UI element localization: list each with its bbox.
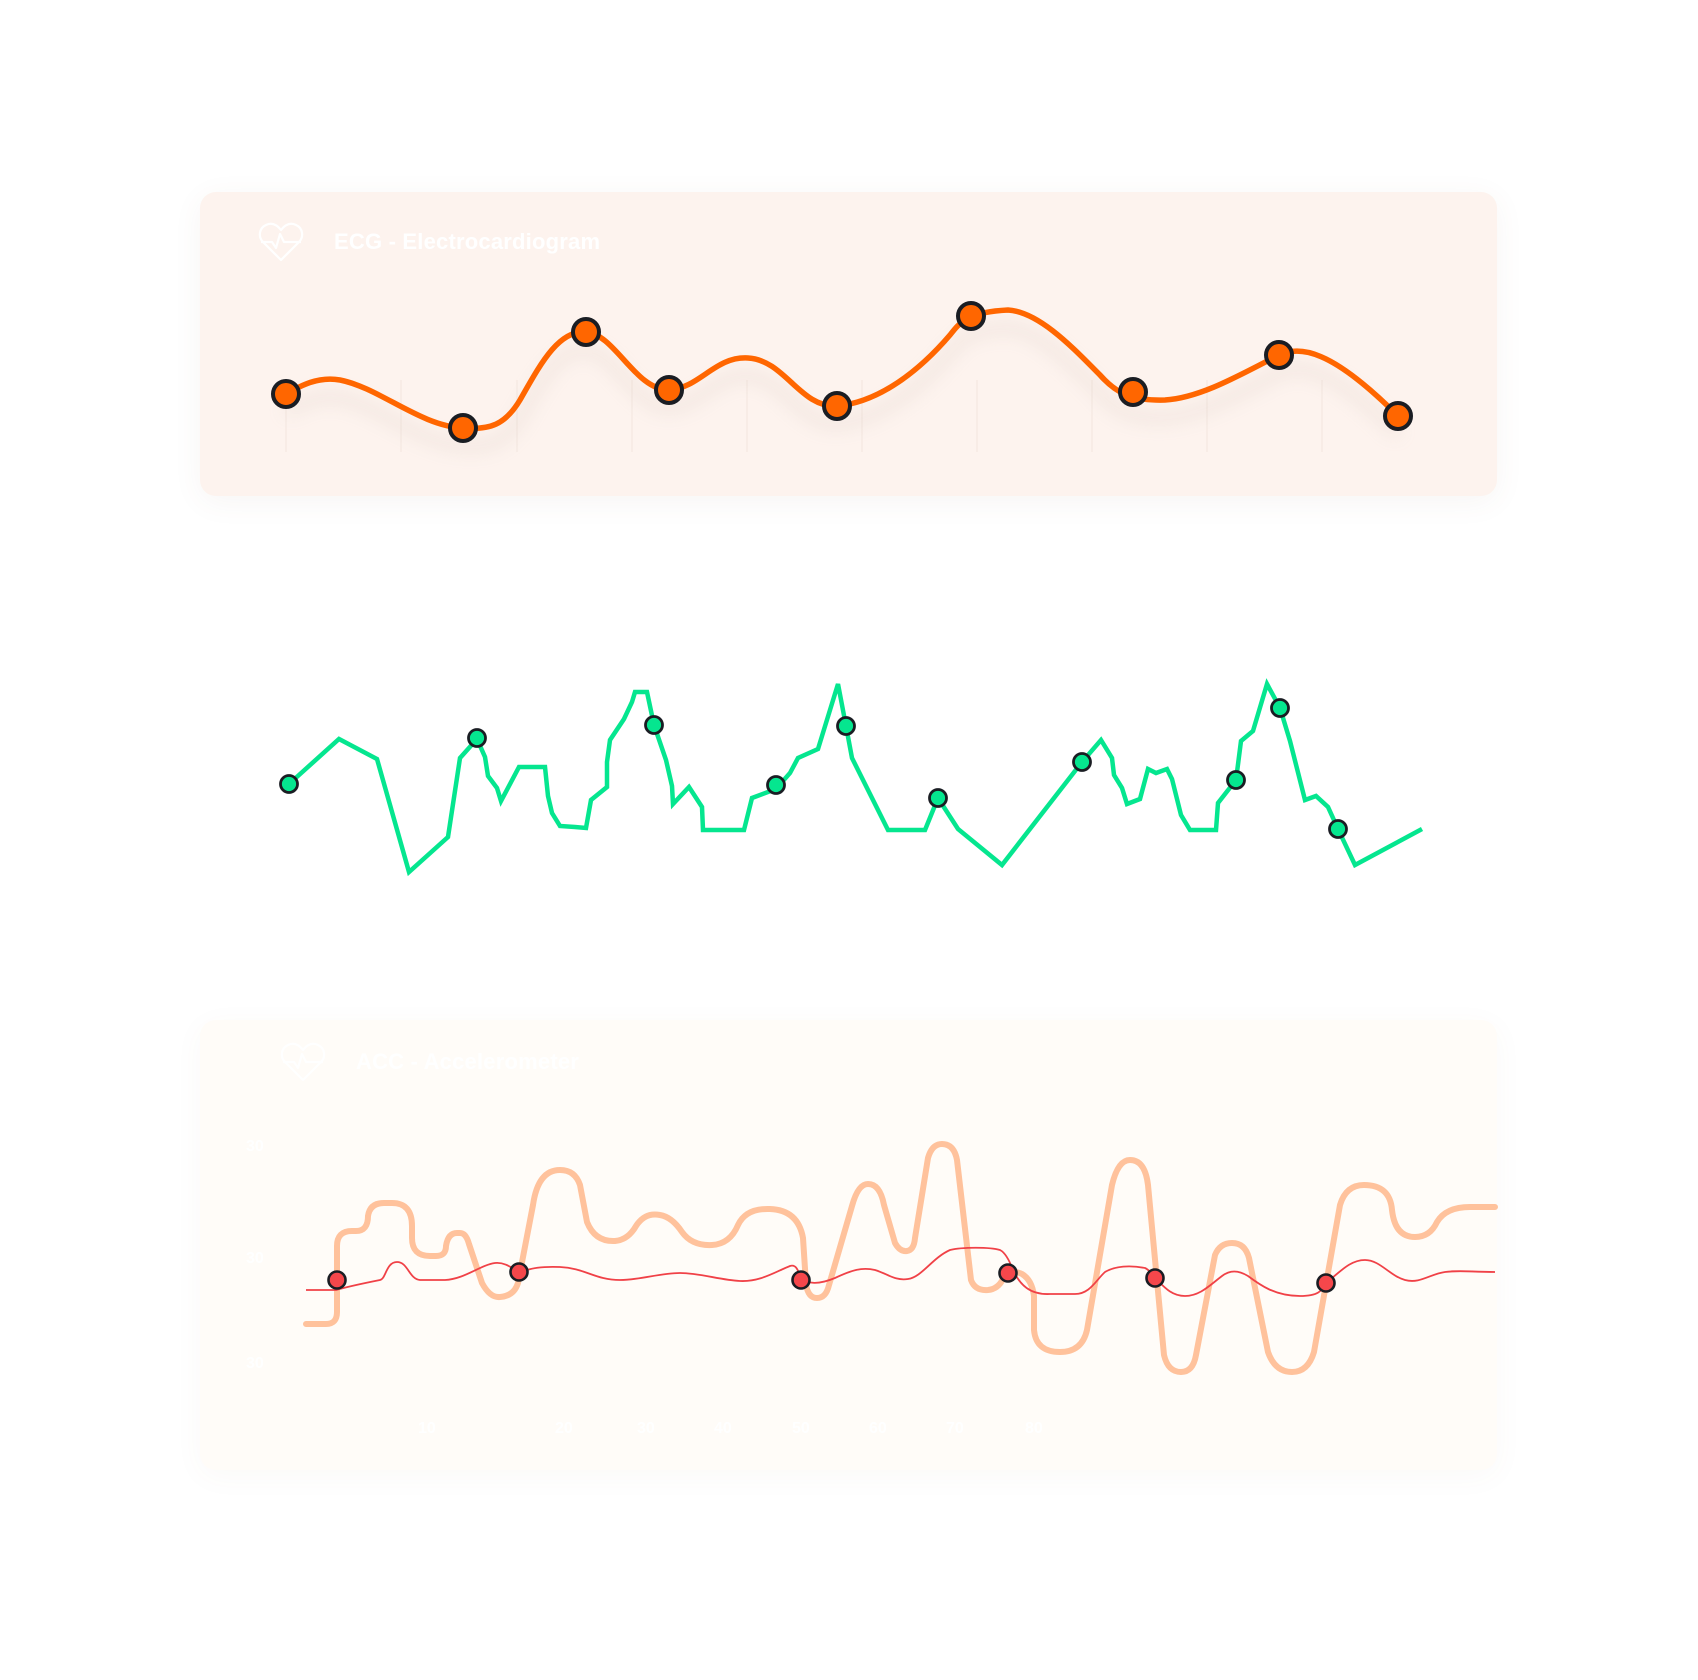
signal-data-point[interactable] (766, 775, 786, 795)
acc-data-point[interactable] (998, 1263, 1018, 1283)
x-axis-tick: 30 (637, 1420, 655, 1437)
ecg-gridlines (285, 380, 1323, 452)
ecg-data-point[interactable] (1118, 377, 1148, 407)
ecg-data-point[interactable] (822, 391, 852, 421)
acc-primary-line (303, 1141, 1498, 1375)
signal-data-point[interactable] (836, 716, 856, 736)
x-axis-tick: 70 (946, 1420, 964, 1437)
y-axis-tick: 30 (246, 1355, 264, 1372)
signal-data-point[interactable] (1072, 752, 1092, 772)
x-axis-tick: 80 (1025, 1420, 1043, 1437)
ecg-line (283, 307, 1401, 432)
x-axis-tick: 20 (555, 1420, 573, 1437)
x-axis-tick: 50 (792, 1420, 810, 1437)
signal-data-point[interactable] (1328, 819, 1348, 839)
acc-card: ACC - Accelerometer 30 30 30 10 20 30 40… (200, 1020, 1497, 1470)
signal-data-point[interactable] (279, 774, 299, 794)
y-axis-tick: 30 (246, 1138, 264, 1155)
ecg-data-point[interactable] (956, 301, 986, 331)
acc-card-title: ACC - Accelerometer (356, 1049, 580, 1074)
ecg-data-point[interactable] (654, 375, 684, 405)
acc-data-point[interactable] (509, 1262, 529, 1282)
y-axis-tick: 30 (246, 1250, 264, 1267)
ecg-data-point[interactable] (271, 379, 301, 409)
signal-line (287, 678, 1424, 877)
signal-series (279, 678, 1424, 877)
signal-data-point[interactable] (467, 728, 487, 748)
ecg-series (271, 301, 1413, 450)
x-axis-tick: 10 (418, 1420, 436, 1437)
acc-card-header: ACC - Accelerometer (280, 1042, 579, 1082)
heart-pulse-icon (280, 1042, 326, 1082)
acc-secondary-series (306, 1246, 1496, 1297)
heart-pulse-icon (258, 222, 304, 262)
signal-data-point[interactable] (928, 788, 948, 808)
ecg-data-point[interactable] (448, 413, 478, 443)
acc-data-point[interactable] (327, 1270, 347, 1290)
ecg-data-point[interactable] (1264, 340, 1294, 370)
x-axis-tick: 40 (714, 1420, 732, 1437)
ecg-line-shadow (284, 324, 1401, 450)
ecg-card-title: ECG - Electrocardiogram (334, 229, 601, 254)
ecg-card-header: ECG - Electrocardiogram (258, 222, 600, 262)
acc-data-point[interactable] (1316, 1273, 1336, 1293)
signal-data-point[interactable] (1226, 770, 1246, 790)
x-axis-tick: 60 (869, 1420, 887, 1437)
signal-data-point[interactable] (1270, 698, 1290, 718)
ecg-data-point[interactable] (571, 317, 601, 347)
ecg-data-point[interactable] (1383, 401, 1413, 431)
acc-data-point[interactable] (791, 1270, 811, 1290)
acc-data-point[interactable] (1145, 1268, 1165, 1288)
signal-data-point[interactable] (644, 715, 664, 735)
